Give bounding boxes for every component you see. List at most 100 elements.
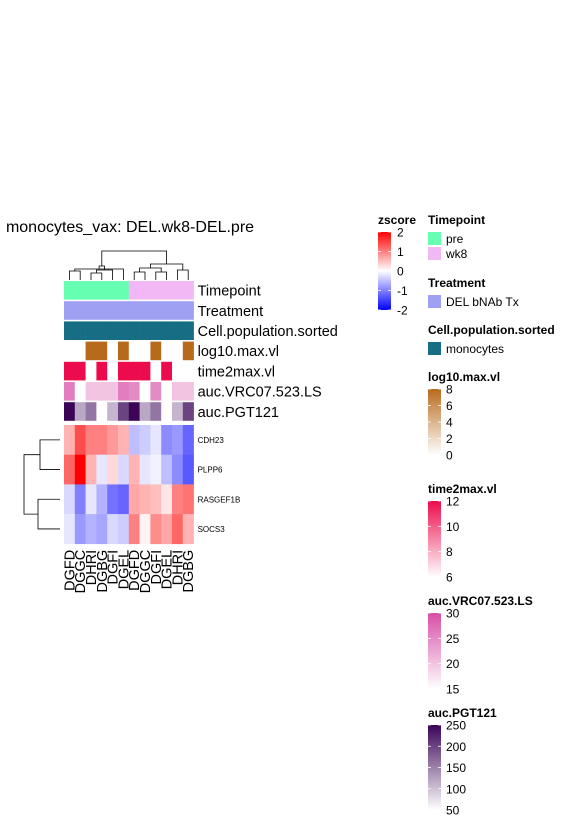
annotation-label-auc-pgt121: auc.PGT121 [198,405,279,421]
annotation-cell [107,281,119,300]
chart-title: monocytes_vax: DEL.wk8-DEL.pre [6,219,254,236]
legend-title-auc-pgt121: auc.PGT121 [428,706,497,720]
annotation-cell [161,341,173,361]
annotation-cell [64,382,76,401]
heatmap-cell [118,514,130,545]
heatmap-cell [139,454,151,485]
annotation-cell [118,281,130,300]
heatmap-cell [182,454,194,485]
dendrogram-branch [39,439,60,470]
annotation-cell [107,382,119,401]
legend-item-label: monocytes [446,342,504,356]
legend-tick-label: 10 [446,520,460,534]
heatmap-cell [74,454,86,485]
heatmap-cell [96,454,108,485]
annotation-cell [118,361,130,381]
annotation-cell [182,361,194,381]
annotation-label-timepoint: Timepoint [198,284,261,300]
legend-title-zscore: zscore [378,213,416,227]
legend-title-time2max-vl: time2max.vl [428,482,497,496]
annotation-cell [161,361,173,381]
annotation-cell [74,402,86,421]
row-dendrogram [23,439,60,530]
heatmap-cell [118,484,130,515]
annotation-cell [85,341,97,361]
annotation-cell [172,341,184,361]
annotation-cell [74,341,86,361]
heatmap-cell [150,514,162,545]
heatmap-cell [139,484,151,515]
heatmap-cell [107,425,119,455]
annotation-cell [64,321,76,340]
heatmap-cell [74,425,86,455]
legend-tick-label: 2 [446,432,453,446]
heatmap-cell [107,454,119,485]
annotation-cell [139,402,151,421]
annotation-cell [139,301,151,320]
annotation-cell [182,382,194,401]
annotation-cell [85,321,97,340]
annotation-cell [128,382,140,401]
column-dendrogram [69,250,189,280]
heatmap-cell [107,484,119,515]
column-label: DGBG [181,550,197,593]
annotation-cell [85,402,97,421]
annotation-cell [96,321,108,340]
dendrogram-branch [69,270,81,280]
annotation-cell [118,321,130,340]
annotation-cell [161,301,173,320]
annotation-cell [172,382,184,401]
column-label: DGGC [138,550,154,594]
heatmap-cell [128,425,140,455]
heatmap-cell [139,514,151,545]
annotation-cell [107,341,119,361]
legend-tick-label: 100 [446,782,466,796]
annotation-cell [150,281,162,300]
annotation-cell [128,341,140,361]
dendrogram-branch [96,269,113,280]
heatmap-cell [182,484,194,515]
column-labels: DGFDDGGCDHRIDGBGDGFIDGELDGFDDGGCDGFIDGEL… [62,550,197,594]
dendrogram-branch [74,268,124,280]
legend-tick-label: 8 [446,545,453,559]
annotation-cell [161,321,173,340]
annotation-cell [172,301,184,320]
dendrogram-branch [101,250,167,266]
annotation-label-treatment: Treatment [198,304,264,320]
column-label: DGFD [127,550,143,591]
annotation-cell [139,321,151,340]
heatmap-cell [96,514,108,545]
dendrogram-branch [37,498,60,530]
annotation-cell [172,361,184,381]
legends: zscore210-1-2Timepointprewk8TreatmentDEL… [378,213,555,816]
heatmap-cell [150,425,162,455]
dendrogram-branch [139,267,162,272]
legend-title-treatment: Treatment [428,276,485,290]
heatmap-cell [85,514,97,545]
heatmap-cell [182,425,194,455]
annotation-labels: Timepoint Treatment Cell.population.sorted… [198,284,338,421]
annotation-cell [96,361,108,381]
legend-tick-label: -1 [397,284,408,298]
annotation-cell [182,321,194,340]
legend-title-auc-vrc07-523-ls: auc.VRC07.523.LS [428,594,533,608]
legend-tick-label: 2 [397,226,404,240]
annotation-cell [74,361,86,381]
annotation-cell [150,321,162,340]
legend-tick-label: 4 [446,416,453,430]
row-label: PLPP6 [198,466,223,475]
dendrogram-branch [90,272,103,280]
annotation-cell [161,382,173,401]
annotation-cell [150,301,162,320]
legend-tick-label: 30 [446,607,460,621]
legend-tick-label: 0 [397,265,404,279]
heatmap-cell [161,454,173,485]
legend-tick-label: 25 [446,632,460,646]
annotation-cell [128,321,140,340]
heatmap-cell [107,514,119,545]
annotation-cell [64,402,76,421]
annotation-cell [118,402,130,421]
heatmap-cell [64,484,76,515]
dendrogram-branch [23,454,40,515]
